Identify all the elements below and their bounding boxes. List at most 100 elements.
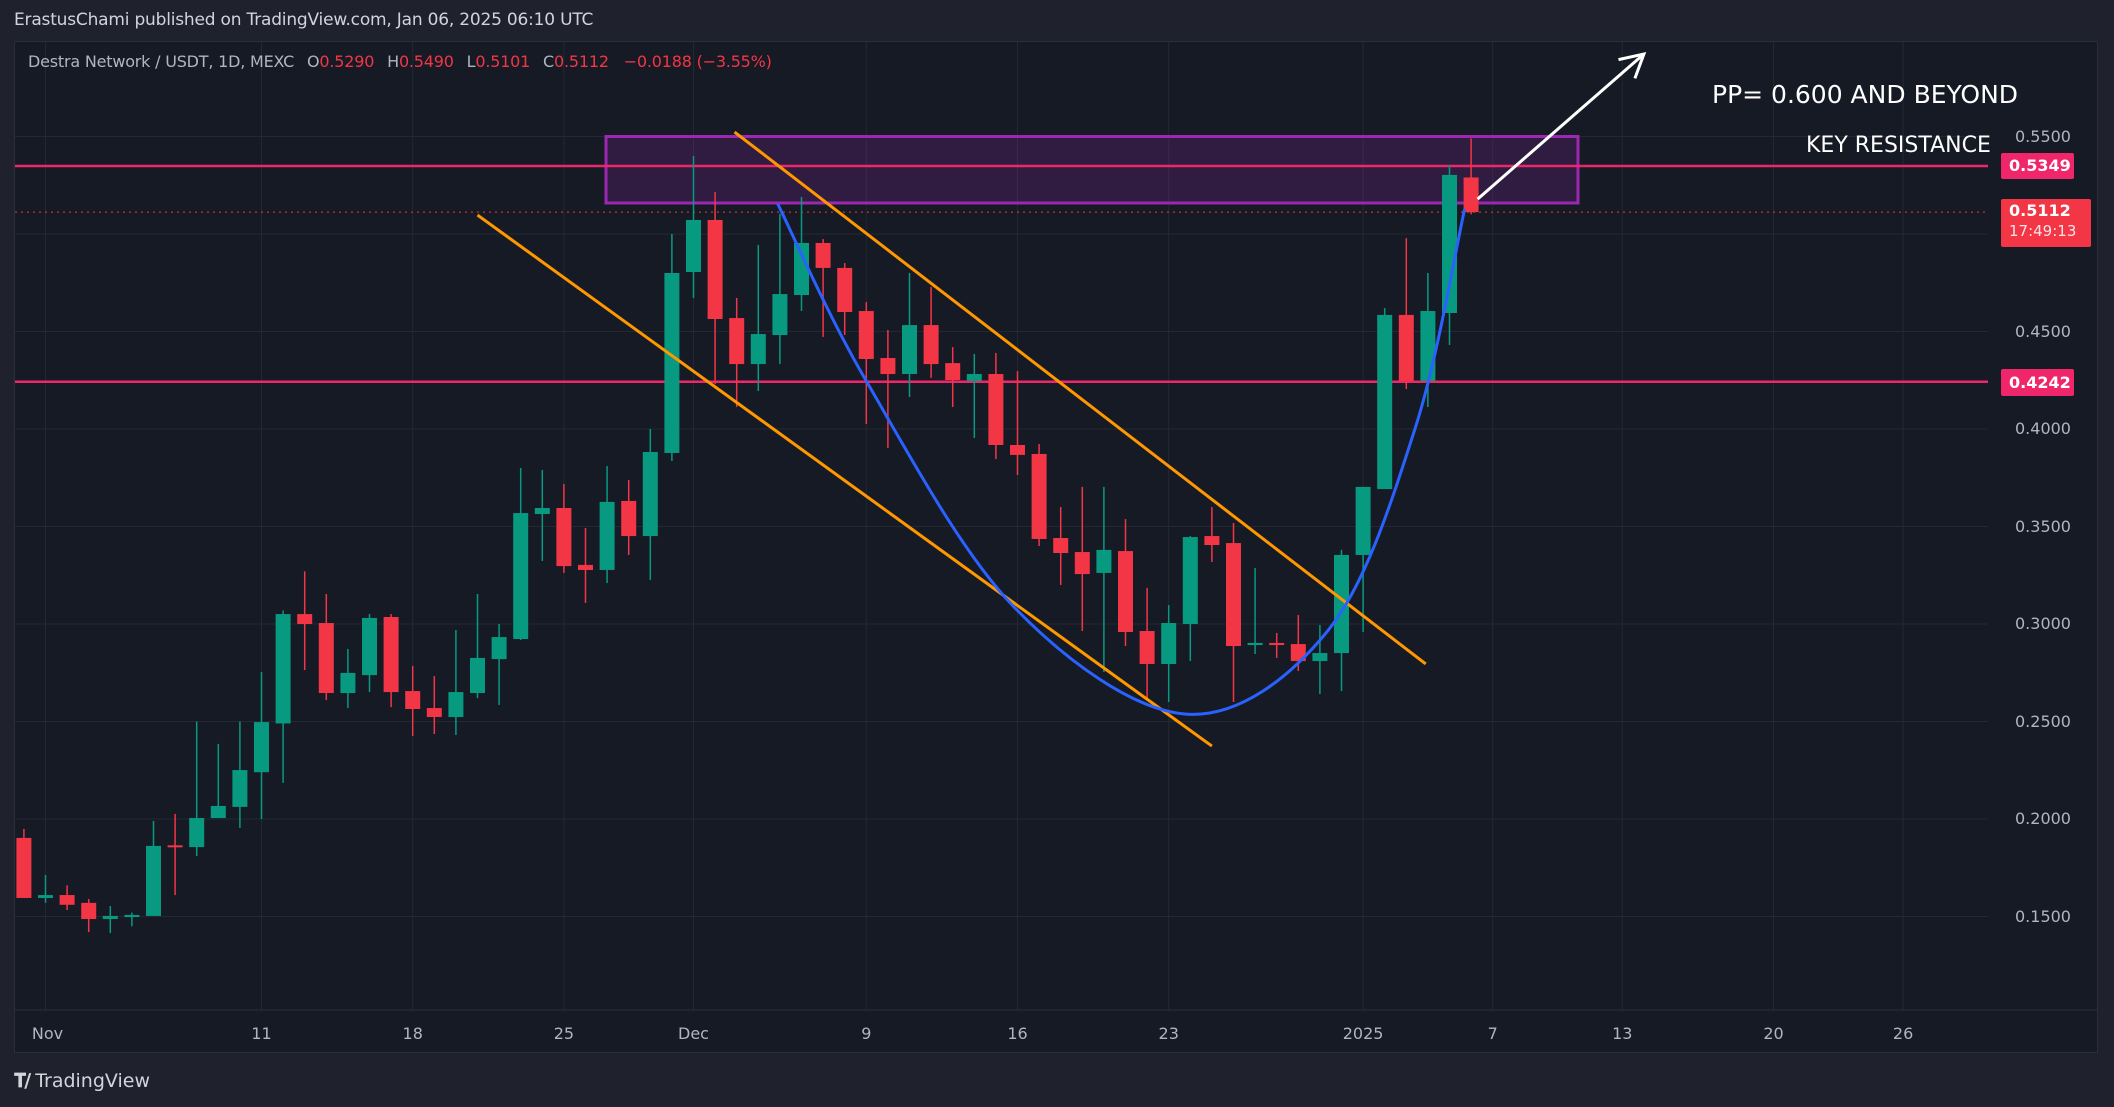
candle-down[interactable]	[945, 363, 961, 381]
tradingview-logo-text: TradingView	[35, 1070, 150, 1092]
candle-up[interactable]	[1377, 314, 1393, 490]
close-value: 0.5112	[554, 52, 609, 71]
candle-up[interactable]	[534, 507, 550, 515]
price-tick-label: 0.3500	[2015, 516, 2071, 536]
current-price-value: 0.5112	[2009, 201, 2071, 220]
candle-down[interactable]	[1031, 453, 1047, 539]
target-annotation: PP= 0.600 AND BEYOND	[1712, 80, 2019, 109]
candle-up[interactable]	[1096, 549, 1112, 573]
candle-up[interactable]	[340, 672, 356, 694]
time-tick-label: 26	[1892, 1024, 1914, 1043]
candle-down[interactable]	[1269, 642, 1285, 646]
key-resistance-annotation: KEY RESISTANCE	[1806, 133, 1991, 158]
resistance-price-label: 0.5349	[2001, 153, 2074, 179]
candle-down[interactable]	[1463, 177, 1479, 213]
bar-countdown: 17:49:13	[2009, 222, 2077, 240]
candle-down[interactable]	[556, 507, 572, 567]
tradingview-logo-icon: 𝐓∕	[14, 1070, 31, 1092]
time-tick-label: 25	[553, 1024, 575, 1043]
candle-up[interactable]	[1161, 623, 1177, 664]
rounding-bottom-curve[interactable]	[776, 203, 1467, 716]
candle-up[interactable]	[513, 513, 529, 640]
candle-down[interactable]	[1139, 631, 1155, 664]
candle-up[interactable]	[210, 805, 226, 819]
candle-up[interactable]	[902, 325, 917, 375]
candle-up[interactable]	[124, 914, 140, 918]
candle-up[interactable]	[966, 374, 982, 382]
candle-up[interactable]	[38, 895, 53, 898]
trendline-channel-lower[interactable]	[476, 213, 1213, 748]
candle-down[interactable]	[621, 500, 637, 537]
time-tick-label: Nov	[31, 1024, 64, 1043]
candle-up[interactable]	[1420, 311, 1436, 382]
high-label: H	[387, 52, 399, 71]
trendline-channel-upper[interactable]	[733, 130, 1427, 666]
candle-down[interactable]	[729, 318, 745, 365]
candle-down[interactable]	[815, 242, 831, 268]
time-tick-label: 16	[1007, 1024, 1028, 1043]
candle-up[interactable]	[275, 614, 291, 724]
open-label: O	[307, 52, 320, 71]
candle-up[interactable]	[146, 845, 161, 916]
candle-down[interactable]	[1118, 551, 1133, 632]
candle-up[interactable]	[491, 637, 507, 660]
candle-down[interactable]	[426, 708, 442, 718]
candle-down[interactable]	[1053, 538, 1069, 554]
candle-up[interactable]	[1247, 642, 1263, 646]
candle-up[interactable]	[664, 273, 680, 453]
candle-up[interactable]	[362, 617, 377, 676]
candle-up[interactable]	[1442, 174, 1457, 313]
time-tick-label: 9	[861, 1024, 872, 1043]
candle-down[interactable]	[16, 837, 32, 898]
candle-down[interactable]	[707, 219, 723, 320]
candle-up[interactable]	[470, 657, 485, 694]
candle-down[interactable]	[880, 358, 896, 375]
symbol-legend: Destra Network / USDT, 1D, MEXC O0.5290 …	[28, 52, 772, 71]
time-tick-label: 18	[402, 1024, 423, 1043]
candle-up[interactable]	[750, 334, 766, 365]
candle-up[interactable]	[448, 692, 464, 718]
candle-up[interactable]	[254, 722, 269, 773]
tradingview-logo[interactable]: 𝐓∕ TradingView	[14, 1070, 150, 1092]
target-arrow[interactable]	[1476, 52, 1645, 201]
candle-down[interactable]	[318, 623, 334, 694]
candle-up[interactable]	[1312, 653, 1328, 662]
candle-down[interactable]	[1204, 536, 1220, 546]
candle-down[interactable]	[405, 691, 421, 710]
change-value: −0.0188 (−3.55%)	[623, 52, 772, 71]
candle-up[interactable]	[794, 242, 809, 296]
candle-down[interactable]	[167, 845, 183, 848]
candle-down[interactable]	[1398, 314, 1414, 382]
candle-down[interactable]	[923, 325, 939, 365]
candle-up[interactable]	[232, 770, 248, 807]
candle-up[interactable]	[189, 818, 205, 848]
candle-down[interactable]	[297, 614, 313, 624]
candle-down[interactable]	[988, 374, 1004, 445]
time-tick-label: 2025	[1342, 1024, 1384, 1043]
time-tick-label: 11	[251, 1024, 272, 1043]
resistance-zone-box[interactable]	[604, 135, 1580, 205]
candle-down[interactable]	[578, 564, 593, 570]
candle-up[interactable]	[686, 219, 701, 273]
candle-up[interactable]	[772, 294, 788, 336]
price-tick-label: 0.1500	[2015, 906, 2071, 926]
symbol-name: Destra Network / USDT, 1D, MEXC	[28, 52, 295, 71]
candle-up[interactable]	[1355, 486, 1371, 555]
candle-down[interactable]	[383, 616, 399, 693]
candle-up[interactable]	[599, 501, 615, 570]
candle-up[interactable]	[1334, 554, 1349, 654]
candle-down[interactable]	[1074, 552, 1090, 575]
candle-up[interactable]	[1182, 537, 1198, 624]
candle-up[interactable]	[642, 452, 658, 537]
candle-down[interactable]	[1226, 543, 1241, 647]
candle-up[interactable]	[102, 915, 118, 920]
candle-down[interactable]	[1290, 644, 1306, 662]
candle-down[interactable]	[858, 311, 874, 359]
candle-down[interactable]	[81, 902, 97, 920]
price-tick-label: 0.2000	[2015, 809, 2071, 828]
low-label: L	[466, 52, 476, 71]
candle-down[interactable]	[837, 267, 853, 312]
candle-down[interactable]	[59, 895, 75, 905]
candle-down[interactable]	[1010, 444, 1025, 455]
